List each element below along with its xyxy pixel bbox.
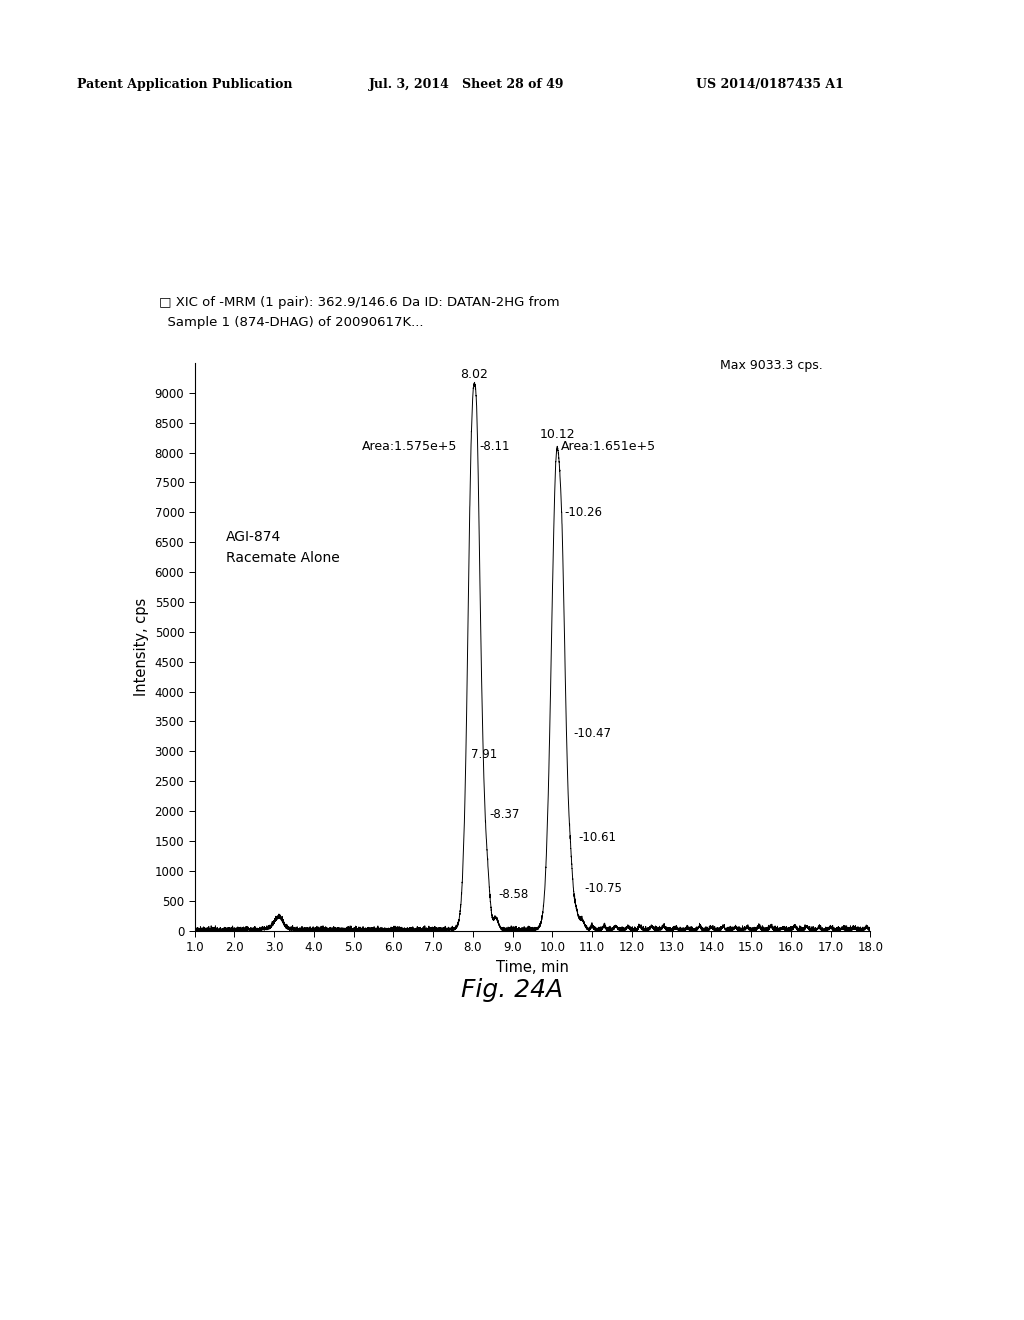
Text: AGI-874
Racemate Alone: AGI-874 Racemate Alone xyxy=(226,531,340,565)
Text: 8.02: 8.02 xyxy=(460,368,487,381)
Text: Area:1.575e+5: Area:1.575e+5 xyxy=(361,440,457,453)
Text: -10.75: -10.75 xyxy=(584,882,622,895)
Text: Fig. 24A: Fig. 24A xyxy=(461,978,563,1002)
Text: -10.47: -10.47 xyxy=(573,727,611,741)
Text: -8.37: -8.37 xyxy=(489,808,520,821)
Text: Sample 1 (874-DHAG) of 20090617K...: Sample 1 (874-DHAG) of 20090617K... xyxy=(159,315,423,329)
Text: -10.26: -10.26 xyxy=(564,506,603,519)
X-axis label: Time, min: Time, min xyxy=(496,960,569,974)
Text: Max 9033.3 cps.: Max 9033.3 cps. xyxy=(720,359,822,372)
Text: -8.58: -8.58 xyxy=(498,888,528,902)
Text: Area:1.651e+5: Area:1.651e+5 xyxy=(561,440,656,453)
Text: US 2014/0187435 A1: US 2014/0187435 A1 xyxy=(696,78,844,91)
Text: 10.12: 10.12 xyxy=(540,428,574,441)
Text: -8.11: -8.11 xyxy=(479,440,510,453)
Text: -10.61: -10.61 xyxy=(579,832,616,845)
Text: 7.91: 7.91 xyxy=(471,748,498,760)
Text: □ XIC of -MRM (1 pair): 362.9/146.6 Da ID: DATAN-2HG from: □ XIC of -MRM (1 pair): 362.9/146.6 Da I… xyxy=(159,296,559,309)
Text: Jul. 3, 2014   Sheet 28 of 49: Jul. 3, 2014 Sheet 28 of 49 xyxy=(369,78,564,91)
Y-axis label: Intensity, cps: Intensity, cps xyxy=(134,598,148,696)
Text: Patent Application Publication: Patent Application Publication xyxy=(77,78,292,91)
